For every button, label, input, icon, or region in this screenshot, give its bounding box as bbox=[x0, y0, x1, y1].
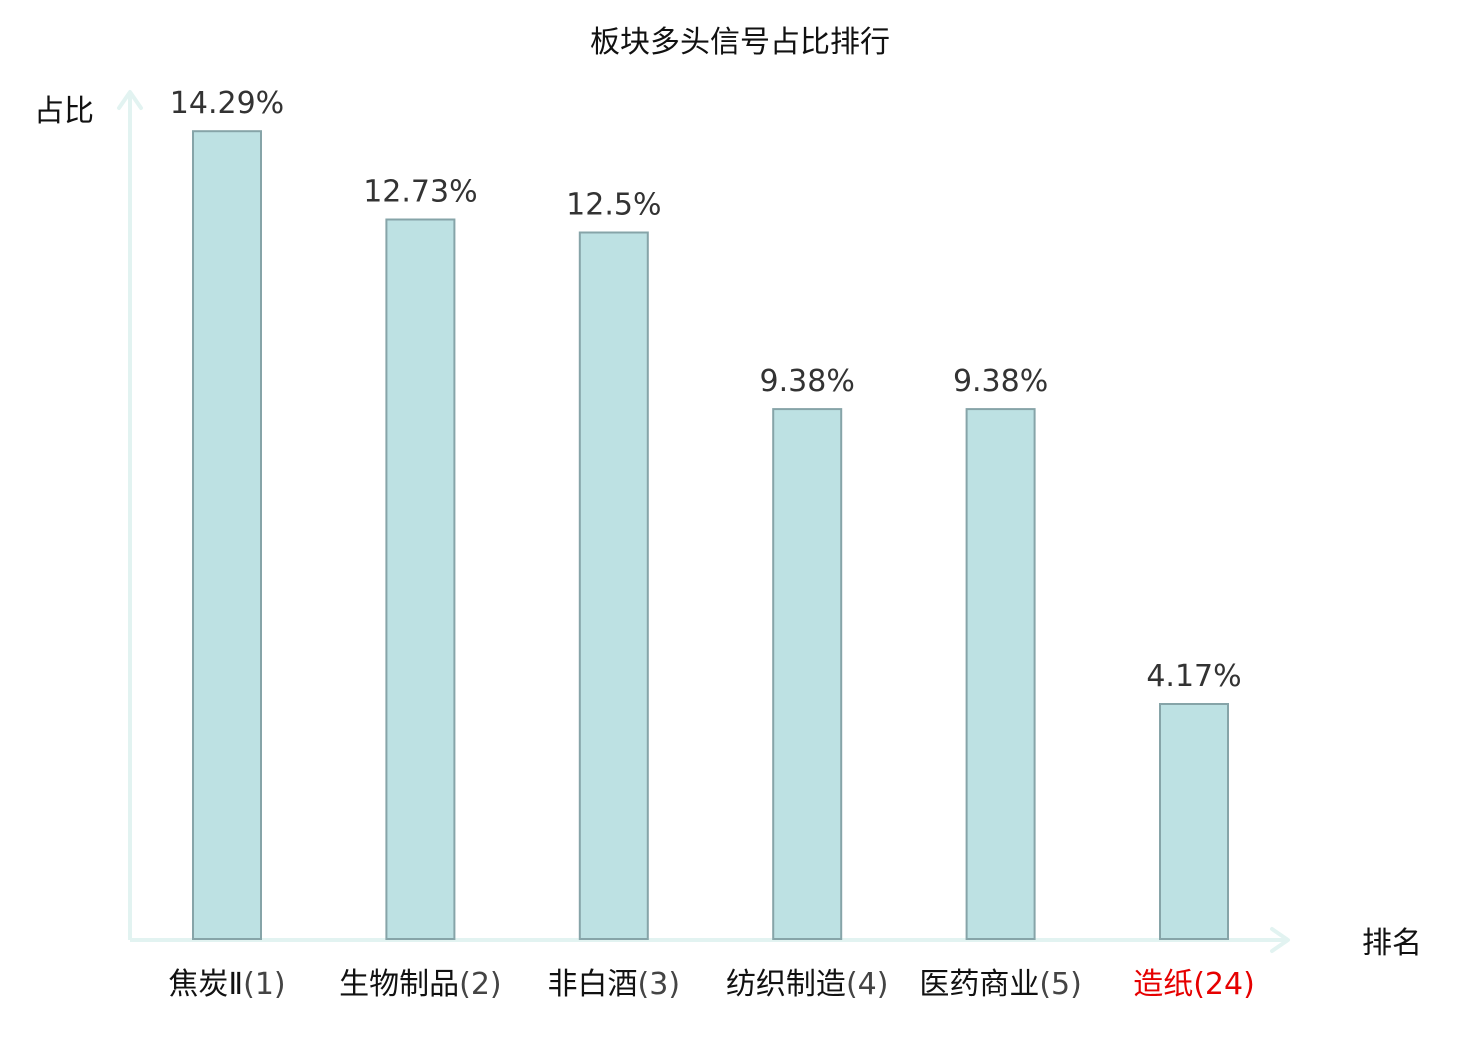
y-axis-label: 占比 bbox=[34, 94, 94, 129]
category-rank: (1) bbox=[243, 967, 286, 1002]
bar bbox=[578, 231, 649, 940]
category-labels-group: 焦炭Ⅱ(1) 生物制品(2) 非白酒(3) 纺织制造(4) 医药商业(5) 造纸(24) bbox=[168, 967, 1254, 1002]
bar bbox=[1159, 703, 1229, 940]
category-rank: (3) bbox=[638, 967, 681, 1002]
chart-title: 板块多头信号占比排行 bbox=[590, 25, 890, 60]
bar bbox=[965, 408, 1036, 941]
bar-value-label: 9.38% bbox=[953, 364, 1048, 399]
category-label: 焦炭Ⅱ(1) bbox=[168, 967, 285, 1002]
category-label: 生物制品(2) bbox=[339, 967, 502, 1002]
bar-value-label: 9.38% bbox=[760, 364, 855, 399]
bars-group bbox=[192, 130, 1229, 941]
x-axis-label: 排名 bbox=[1362, 926, 1422, 961]
category-name: 非白酒 bbox=[548, 967, 638, 1002]
bar-value-label: 12.5% bbox=[566, 188, 661, 223]
category-label: 纺织制造(4) bbox=[726, 967, 889, 1002]
x-axis bbox=[130, 927, 1290, 953]
bar-value-label: 4.17% bbox=[1146, 659, 1241, 694]
y-axis-arrowhead bbox=[117, 90, 143, 110]
category-name: 纺织制造 bbox=[726, 967, 846, 1002]
category-label: 医药商业(5) bbox=[919, 967, 1082, 1002]
category-name: 医药商业 bbox=[919, 967, 1039, 1002]
category-rank: (2) bbox=[459, 967, 502, 1002]
category-rank: (4) bbox=[846, 967, 889, 1002]
category-label: 造纸(24) bbox=[1133, 967, 1255, 1002]
category-name: 造纸 bbox=[1133, 967, 1193, 1002]
category-name: 生物制品 bbox=[339, 967, 459, 1002]
category-name: 焦炭Ⅱ bbox=[168, 967, 243, 1002]
bar bbox=[772, 408, 843, 941]
category-label: 非白酒(3) bbox=[548, 967, 681, 1002]
value-labels-group: 14.29% 12.73% 12.5% 9.38% 9.38% 4.17% bbox=[170, 86, 1242, 694]
bar bbox=[192, 130, 262, 940]
category-rank: (24) bbox=[1193, 967, 1255, 1002]
bar-value-label: 12.73% bbox=[363, 175, 477, 210]
y-axis bbox=[117, 90, 143, 940]
bar bbox=[385, 218, 456, 940]
bar-value-label: 14.29% bbox=[170, 86, 284, 121]
category-rank: (5) bbox=[1039, 967, 1082, 1002]
x-axis-arrowhead bbox=[1270, 927, 1290, 953]
